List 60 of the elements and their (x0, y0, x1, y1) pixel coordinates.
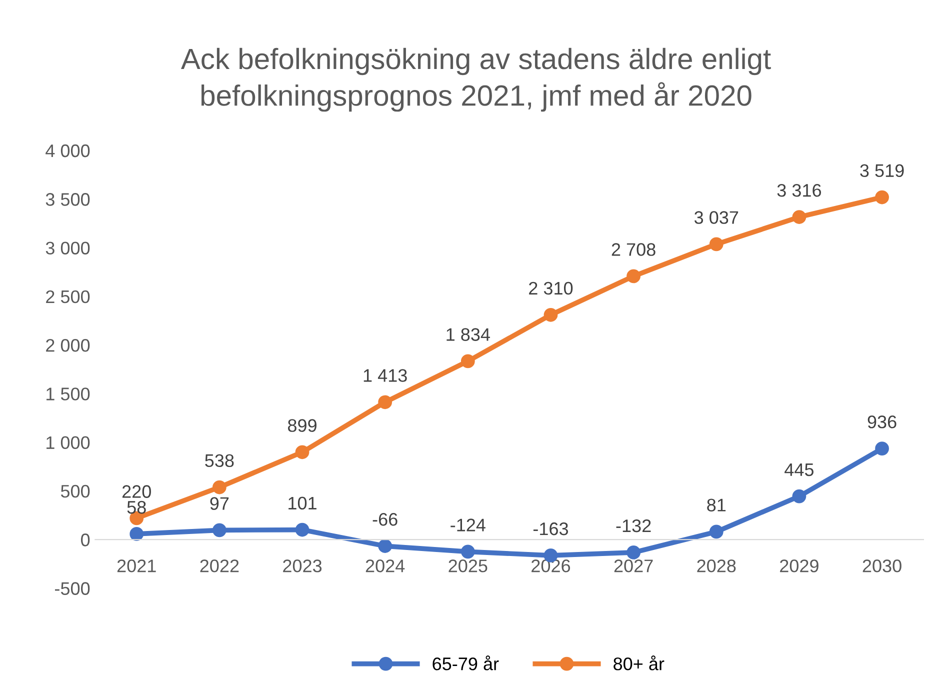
point (875, 190, 889, 204)
y-tick-label: 500 (60, 484, 90, 498)
x-tick-label: 2022 (200, 560, 239, 572)
point (792, 210, 806, 224)
point (709, 237, 724, 252)
x-tick-label: 2028 (697, 560, 736, 572)
data-label: 97 (210, 497, 229, 510)
point (460, 354, 475, 368)
y-tick-label: 2 500 (46, 290, 90, 304)
data-label: 101 (288, 496, 316, 510)
y-tick-label: 3 000 (46, 242, 90, 254)
x-tick-label: 2021 (117, 560, 156, 572)
point (792, 489, 806, 504)
data-label: 1 413 (364, 369, 407, 382)
data-label: 3 519 (860, 164, 904, 178)
point (378, 395, 392, 410)
y-tick-label: 2 000 (46, 338, 90, 352)
data-label: 445 (784, 463, 814, 476)
y-tick-label: 0 (81, 534, 90, 546)
point (212, 480, 226, 494)
point (460, 544, 475, 559)
point (130, 527, 144, 541)
y-tick-label: 1 500 (46, 388, 90, 400)
data-label: 3 037 (694, 211, 738, 224)
point (212, 523, 226, 538)
y-tick-label: 3 500 (46, 193, 90, 206)
data-label: -124 (450, 518, 486, 532)
point (378, 539, 392, 553)
x-tick-label: 2025 (448, 560, 488, 572)
data-label: -132 (616, 519, 651, 532)
data-label: 2 310 (529, 282, 573, 295)
data-label: -163 (533, 522, 568, 536)
data-label: 1 834 (446, 328, 490, 341)
point (295, 522, 310, 537)
data-label: 538 (205, 454, 234, 468)
point (544, 308, 558, 322)
data-label: 936 (868, 416, 896, 428)
x-tick-label: 2029 (780, 560, 818, 572)
y-tick-label: 1 000 (46, 436, 90, 450)
point (709, 524, 724, 539)
data-label: 899 (288, 419, 316, 432)
x-tick-label: 2030 (862, 560, 902, 572)
legend-label: 65-79 år (432, 656, 499, 670)
x-tick-label: 2024 (366, 560, 405, 572)
data-label: 81 (707, 498, 726, 512)
point (295, 445, 310, 460)
y-tick-label: -500 (55, 582, 90, 595)
x-tick-label: 2023 (283, 560, 322, 572)
point (626, 545, 640, 560)
y-tick-label: 4 000 (46, 144, 90, 158)
point (875, 442, 889, 456)
x-tick-label: 2027 (614, 560, 653, 572)
data-label: -66 (372, 513, 398, 526)
data-label: 3 316 (777, 184, 822, 197)
point (626, 269, 640, 284)
chart-title: Ack befolkningsökning av stadens äldre enligt befolkningsprognos 2021, jmf med år 2020 (180, 48, 771, 112)
data-label: 220 (122, 485, 151, 498)
data-label: 2 708 (612, 243, 656, 256)
data-label: 58 (127, 500, 146, 514)
legend-label: 80+ år (614, 656, 664, 670)
